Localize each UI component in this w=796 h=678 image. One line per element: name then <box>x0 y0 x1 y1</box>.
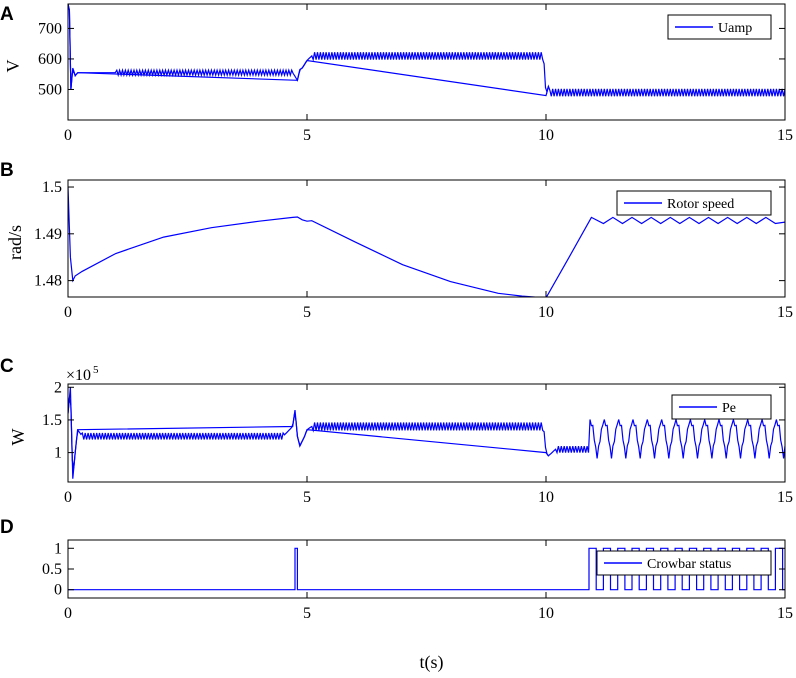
x-tick-label: 15 <box>777 127 793 144</box>
series-line-crowbar-status <box>68 547 785 591</box>
axes-box <box>67 3 786 121</box>
series-line-pe <box>68 397 785 469</box>
y-multiplier-exponent: 5 <box>93 364 99 376</box>
panel-letter: D <box>0 517 14 538</box>
legend-label: Rotor speed <box>667 197 734 212</box>
x-tick-label: 10 <box>538 127 554 144</box>
y-tick-label: 1.5 <box>42 412 62 429</box>
x-tick-label: 0 <box>64 489 72 506</box>
panel-b: B 0 5 10 15 1.48 1.49 1.5 rad/s Rotor speed <box>0 160 793 321</box>
y-tick-label: 1.48 <box>34 273 62 290</box>
y-tick-label: 1 <box>54 540 62 557</box>
x-tick-label: 15 <box>777 304 793 321</box>
y-multiplier: ×10 <box>66 367 91 384</box>
panel-a: A 0 5 10 15 500 600 700 V Uamp <box>0 3 793 144</box>
x-tick-label: 0 <box>64 127 72 144</box>
y-tick-label: 1 <box>54 445 62 462</box>
x-tick-label: 10 <box>538 304 554 321</box>
x-tick-label: 5 <box>303 605 311 622</box>
x-tick-label: 10 <box>538 605 554 622</box>
panel-letter: C <box>0 356 14 377</box>
x-axis-label: t(s) <box>420 652 444 673</box>
legend-label: Pe <box>722 401 736 416</box>
x-tick-label: 0 <box>64 605 72 622</box>
x-tick-label: 15 <box>777 605 793 622</box>
series-line-rotor-speed <box>68 186 785 297</box>
y-axis-label: W <box>8 429 28 446</box>
y-tick-label: 500 <box>38 81 62 98</box>
axes-box <box>67 383 786 483</box>
legend-label: Uamp <box>718 21 752 36</box>
y-tick-label: 2 <box>54 379 62 396</box>
panel-letter: A <box>0 4 14 25</box>
panel-d: D 0 5 10 15 0 0.5 1 t(s) Crowbar status <box>0 517 793 673</box>
panel-letter: B <box>0 160 14 181</box>
x-tick-label: 10 <box>538 489 554 506</box>
x-tick-label: 0 <box>64 304 72 321</box>
legend-label: Crowbar status <box>647 557 731 572</box>
series-line-uamp <box>68 4 785 97</box>
y-tick-label: 0 <box>54 582 62 599</box>
x-tick-label: 15 <box>777 489 793 506</box>
axes-box <box>67 179 786 298</box>
y-tick-label: 1.5 <box>42 179 62 196</box>
series-transient-uamp <box>68 4 549 97</box>
y-tick-label: 0.5 <box>42 561 62 578</box>
y-axis-label: rad/s <box>5 225 25 260</box>
x-tick-label: 5 <box>303 127 311 144</box>
y-tick-label: 600 <box>38 51 62 68</box>
y-tick-label: 1.49 <box>34 226 62 243</box>
y-axis-label: V <box>3 60 23 73</box>
series-transient-pe <box>68 387 549 479</box>
x-tick-label: 5 <box>303 304 311 321</box>
y-tick-label: 700 <box>38 20 62 37</box>
x-tick-label: 5 <box>303 489 311 506</box>
